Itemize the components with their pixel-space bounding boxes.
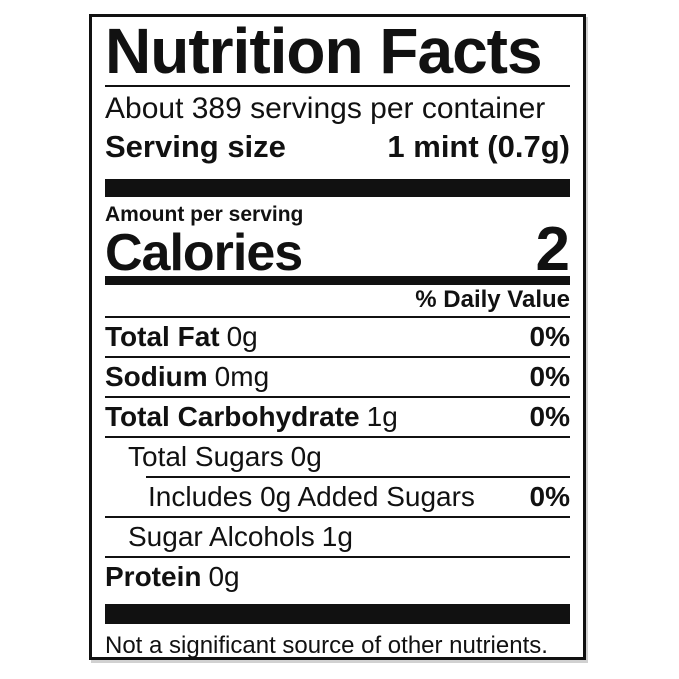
nutrient-row-sodium: Sodium 0mg 0% — [105, 358, 570, 398]
serving-size-value: 1 mint (0.7g) — [387, 129, 570, 164]
nutrient-row-protein: Protein 0g — [105, 558, 570, 596]
nutrient-daily-value: 0% — [529, 361, 570, 392]
nutrient-name: Total Fat — [105, 321, 220, 352]
thick-divider-bar-top — [105, 179, 570, 197]
nutrient-amount: 0mg — [214, 361, 270, 392]
indented-hairline — [146, 476, 570, 478]
nutrient-daily-value: 0% — [529, 321, 570, 352]
nutrient-amount: 0g — [208, 561, 240, 592]
daily-value-header: % Daily Value — [105, 285, 570, 318]
nutrient-name: Total Sugars — [128, 441, 284, 472]
serving-size-label: Serving size — [105, 129, 286, 164]
nutrient-row-total-fat: Total Fat 0g 0% — [105, 318, 570, 358]
nutrient-amount: 0g — [290, 441, 322, 472]
nutrient-name: Protein — [105, 561, 202, 592]
nutrient-amount: 0g — [226, 321, 258, 352]
serving-size-row: Serving size 1 mint (0.7g) — [105, 127, 570, 167]
nutrient-amount: 1g — [321, 521, 353, 552]
amount-per-serving-label: Amount per serving — [105, 203, 304, 226]
nutrient-row-total-sugars: Total Sugars 0g — [105, 438, 570, 476]
nutrient-amount: 1g — [366, 401, 398, 432]
nutrient-daily-value: 0% — [529, 401, 570, 432]
thick-divider-bar-bottom — [105, 604, 570, 624]
nutrient-name: Total Carbohydrate — [105, 401, 360, 432]
calories-label: Calories — [105, 224, 303, 282]
nutrient-row-added-sugars: Includes 0g Added Sugars 0% — [105, 478, 570, 518]
nutrient-name: Includes 0g Added Sugars — [148, 481, 475, 512]
nutrient-row-total-carbohydrate: Total Carbohydrate 1g 0% — [105, 398, 570, 438]
footnote-text: Not a significant source of other nutrie… — [105, 632, 548, 659]
servings-per-container: About 389 servings per container — [105, 92, 546, 125]
nutrition-facts-label: Nutrition Facts About 389 servings per c… — [89, 14, 586, 660]
label-title: Nutrition Facts — [105, 17, 570, 87]
calories-row: Calories 2 — [105, 215, 570, 284]
calories-value: 2 — [535, 215, 570, 284]
nutrient-name: Sugar Alcohols — [128, 521, 315, 552]
nutrient-daily-value: 0% — [529, 481, 570, 512]
nutrient-row-sugar-alcohols: Sugar Alcohols 1g — [105, 518, 570, 558]
nutrient-name: Sodium — [105, 361, 208, 392]
medium-divider-bar — [105, 276, 570, 285]
